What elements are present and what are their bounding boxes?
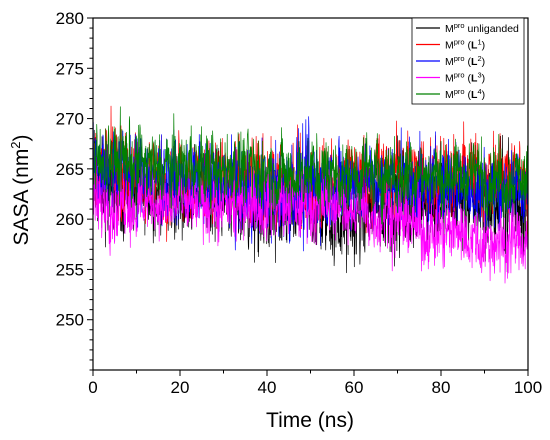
y-tick-label: 265 [56, 160, 84, 179]
axis-ticks-group [87, 17, 529, 376]
legend-label: Mpro (L2) [445, 54, 485, 68]
x-tick-label: 40 [258, 378, 277, 397]
x-tick-label: 100 [514, 378, 542, 397]
x-tick-label: 20 [171, 378, 190, 397]
y-tick-label: 270 [56, 110, 84, 129]
y-tick-label: 250 [56, 311, 84, 330]
x-tick-label: 60 [345, 378, 364, 397]
x-tick-label: 0 [88, 378, 97, 397]
legend-label: Mpro unliganded [445, 21, 519, 35]
legend: Mpro unliganded Mpro (L1) Mpro (L2) Mpro (L… [411, 17, 525, 105]
y-tick-label: 275 [56, 59, 84, 78]
y-tick-label: 280 [56, 9, 84, 28]
y-tick-label: 260 [56, 210, 84, 229]
y-axis-title-base: SASA (nm [10, 149, 33, 246]
y-axis-title-sup: 2 [8, 141, 23, 148]
y-axis-title-close: ) [10, 134, 33, 141]
legend-label: Mpro (L3) [445, 71, 485, 85]
y-tick-label: 255 [56, 260, 84, 279]
series-line-l4 [92, 106, 529, 231]
series-line-l3 [92, 153, 529, 284]
tick-labels-group: 0 20 40 60 80 100 250 255 260 265 270 275 280 [56, 9, 543, 397]
x-tick-label: 80 [432, 378, 451, 397]
legend-label: Mpro (L1) [445, 38, 485, 52]
plot-series-group [92, 105, 529, 284]
legend-label: Mpro (L4) [445, 87, 485, 101]
y-axis-title: SASA (nm2) [8, 134, 33, 245]
x-axis-title: Time (ns) [266, 409, 354, 432]
